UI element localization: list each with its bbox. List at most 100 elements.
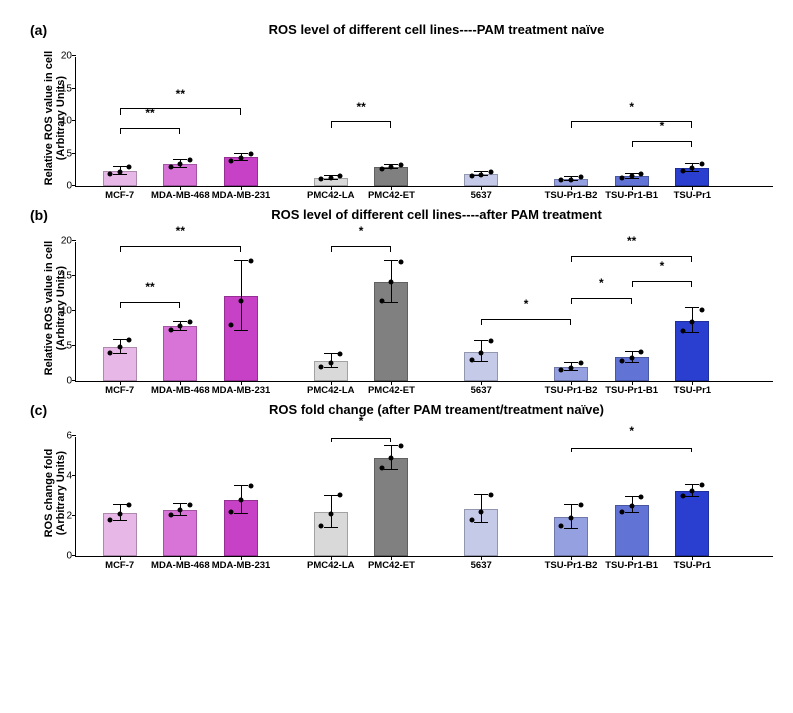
data-point: [389, 165, 394, 170]
data-point: [469, 173, 474, 178]
data-point: [178, 324, 183, 329]
data-point: [680, 494, 685, 499]
y-tick-label: 2: [46, 511, 72, 522]
x-tick-label: PMC42-LA: [307, 385, 355, 396]
significance-bracket: [632, 141, 693, 148]
data-point: [229, 158, 234, 163]
data-point: [338, 352, 343, 357]
significance-bracket: [571, 298, 632, 304]
data-point: [117, 512, 122, 517]
panel-c: (c)ROS fold change (after PAM treament/t…: [20, 402, 773, 567]
data-point: [469, 518, 474, 523]
x-tick-label: MCF-7: [105, 560, 134, 571]
significance-bracket: [571, 256, 692, 262]
data-point: [569, 516, 574, 521]
y-tick-label: 0: [46, 181, 72, 192]
x-tick-label: TSU-Pr1: [674, 190, 711, 201]
data-point: [629, 355, 634, 360]
data-point: [639, 495, 644, 500]
significance-bracket: [331, 121, 392, 128]
data-point: [398, 444, 403, 449]
significance-label: *: [660, 259, 665, 273]
data-point: [328, 360, 333, 365]
data-point: [187, 320, 192, 325]
data-point: [187, 503, 192, 508]
data-point: [559, 178, 564, 183]
plot-area: 0246MCF-7MDA-MB-468MDA-MB-231PMC42-LAPMC…: [75, 437, 773, 557]
data-point: [680, 169, 685, 174]
x-tick-label: TSU-Pr1-B2: [545, 385, 598, 396]
data-point: [559, 367, 564, 372]
data-point: [229, 510, 234, 515]
significance-bracket: [481, 319, 571, 325]
x-tick-label: PMC42-ET: [368, 560, 415, 571]
data-point: [469, 358, 474, 363]
x-tick-label: 5637: [471, 190, 492, 201]
significance-bracket: [331, 246, 392, 252]
data-point: [108, 518, 113, 523]
panel-label: (c): [30, 402, 47, 418]
data-point: [690, 319, 695, 324]
data-point: [479, 172, 484, 177]
significance-label: **: [356, 100, 365, 114]
y-tick-label: 0: [46, 551, 72, 562]
data-point: [168, 513, 173, 518]
significance-bracket: [120, 128, 181, 135]
data-point: [680, 328, 685, 333]
x-tick-label: TSU-Pr1-B2: [545, 560, 598, 571]
data-point: [569, 365, 574, 370]
x-tick-label: TSU-Pr1-B1: [605, 560, 658, 571]
significance-label: **: [627, 234, 636, 248]
data-point: [699, 161, 704, 166]
data-point: [479, 351, 484, 356]
significance-label: *: [629, 100, 634, 114]
data-point: [187, 158, 192, 163]
data-point: [319, 524, 324, 529]
data-point: [620, 359, 625, 364]
data-point: [389, 279, 394, 284]
x-tick-label: PMC42-ET: [368, 385, 415, 396]
data-point: [178, 161, 183, 166]
panel-a: (a)ROS level of different cell lines----…: [20, 22, 773, 197]
data-point: [328, 176, 333, 181]
data-point: [379, 298, 384, 303]
data-point: [319, 176, 324, 181]
significance-label: **: [176, 87, 185, 101]
x-tick-label: MDA-MB-231: [212, 385, 271, 396]
significance-label: *: [359, 224, 364, 238]
data-point: [338, 493, 343, 498]
y-tick-label: 20: [46, 236, 72, 247]
x-tick-label: PMC42-ET: [368, 190, 415, 201]
x-tick-label: TSU-Pr1-B1: [605, 190, 658, 201]
x-tick-label: MDA-MB-468: [151, 190, 210, 201]
significance-bracket: [331, 438, 392, 442]
significance-bracket: [632, 281, 693, 287]
bar: [374, 458, 408, 556]
significance-bracket: [120, 302, 181, 308]
data-point: [629, 504, 634, 509]
data-point: [168, 165, 173, 170]
x-tick-label: MDA-MB-231: [212, 560, 271, 571]
data-point: [569, 177, 574, 182]
data-point: [578, 503, 583, 508]
significance-bracket: [571, 121, 692, 128]
significance-bracket: [571, 448, 692, 452]
data-point: [239, 156, 244, 161]
data-point: [488, 339, 493, 344]
y-axis-label: ROS change fold(Arbitrary Units): [43, 449, 67, 538]
data-point: [248, 258, 253, 263]
y-tick-label: 5: [46, 148, 72, 159]
x-tick-label: PMC42-LA: [307, 560, 355, 571]
data-point: [117, 169, 122, 174]
plot-area: 05101520MCF-7MDA-MB-468MDA-MB-231PMC42-L…: [75, 242, 773, 382]
bar: [675, 491, 709, 556]
data-point: [127, 338, 132, 343]
x-tick-label: TSU-Pr1-B1: [605, 385, 658, 396]
x-tick-label: MCF-7: [105, 385, 134, 396]
significance-bracket: [120, 108, 241, 115]
significance-label: *: [629, 424, 634, 438]
data-point: [699, 483, 704, 488]
x-tick-label: MDA-MB-468: [151, 560, 210, 571]
data-point: [398, 260, 403, 265]
chart-title: ROS level of different cell lines----aft…: [100, 207, 773, 222]
